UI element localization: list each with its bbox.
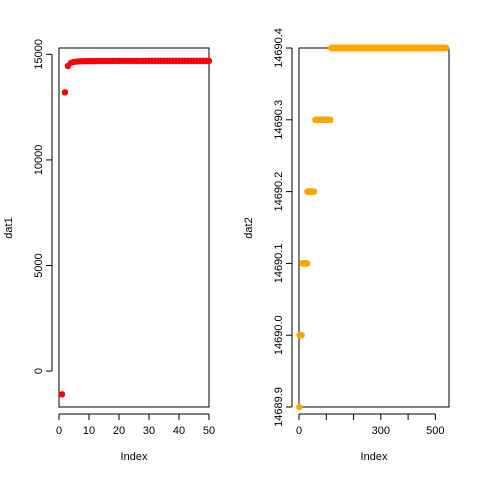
right-y-tick-label: 14690.4 (273, 28, 285, 68)
left-x-tick-label: 30 (143, 425, 155, 437)
right-data-point (296, 403, 303, 411)
right-data-point (443, 44, 450, 52)
left-y-axis-title: dat1 (3, 217, 15, 238)
right-x-axis-title: Index (361, 451, 388, 463)
left-y-tick-label: 15000 (33, 39, 45, 70)
left-x-tick-label: 40 (173, 425, 185, 437)
right-x-tick-label: 300 (372, 425, 390, 437)
left-data-point (205, 57, 213, 65)
right-x-tick-label: 500 (426, 425, 444, 437)
right-data-point (327, 116, 334, 124)
left-plot-frame (58, 47, 210, 408)
left-data-point (61, 89, 69, 96)
right-y-tick-label: 14689.9 (273, 387, 285, 427)
right-data-point (303, 260, 311, 267)
left-x-axis-title: Index (121, 451, 148, 463)
left-y-tick-label: 5000 (33, 253, 45, 277)
right-y-tick-label: 14690.1 (273, 244, 285, 284)
left-y-tick-label: 0 (33, 368, 45, 374)
right-y-tick-label: 14690.0 (273, 315, 285, 355)
right-data-point (298, 332, 305, 339)
right-y-axis-title: dat2 (243, 217, 255, 238)
right-data-point (310, 188, 318, 195)
right-y-tick-label: 14690.3 (273, 100, 285, 140)
left-x-tick-label: 0 (56, 425, 62, 437)
right-plot-frame (298, 47, 450, 408)
right-y-tick-label: 14690.2 (273, 172, 285, 212)
left-x-tick-label: 20 (113, 425, 125, 437)
left-y-tick-label: 10000 (33, 145, 45, 176)
right-x-tick-label: 0 (296, 425, 302, 437)
left-x-tick-label: 10 (83, 425, 95, 437)
left-data-point (58, 391, 66, 398)
left-x-tick-label: 50 (203, 425, 215, 437)
